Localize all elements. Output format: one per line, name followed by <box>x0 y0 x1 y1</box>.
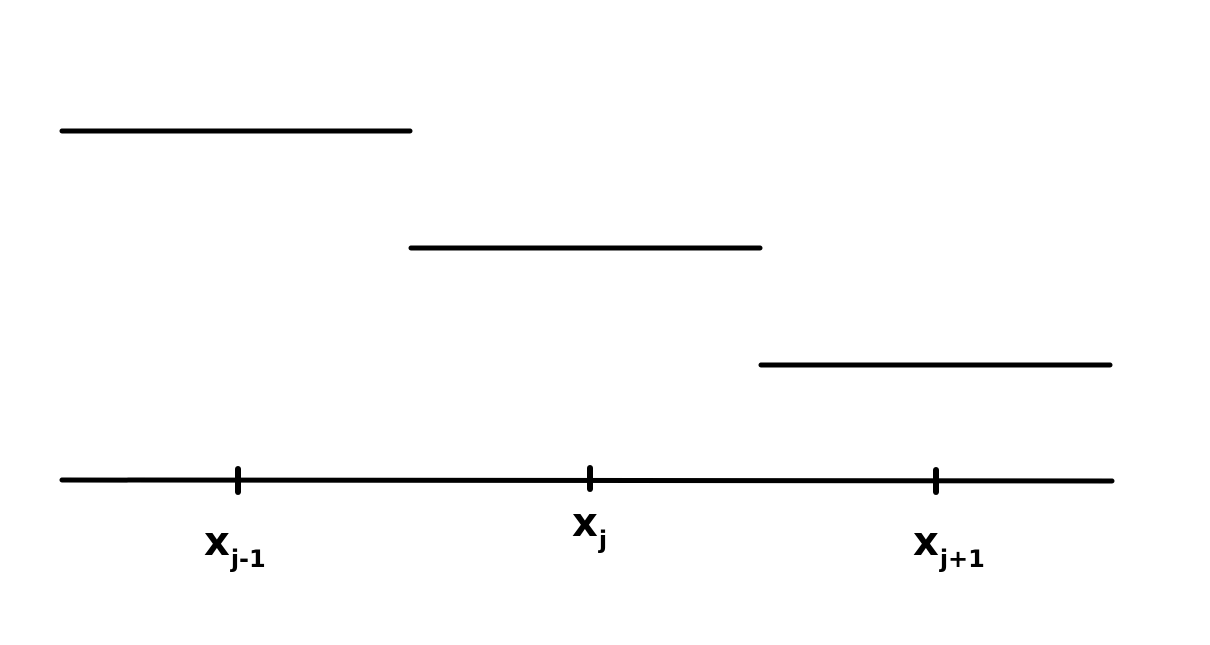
tick-label-1: xj <box>572 500 607 552</box>
tick-label-0-subscript: j-1 <box>230 545 266 573</box>
tick-label-1-base: x <box>572 500 598 546</box>
tick-label-2-base: x <box>913 519 939 565</box>
tick-label-1-subscript: j <box>598 526 608 554</box>
tick-label-0: xj-1 <box>204 519 266 571</box>
tick-label-2-subscript: j+1 <box>939 545 985 573</box>
tick-label-0-base: x <box>204 519 230 565</box>
tick-label-2: xj+1 <box>913 519 985 571</box>
